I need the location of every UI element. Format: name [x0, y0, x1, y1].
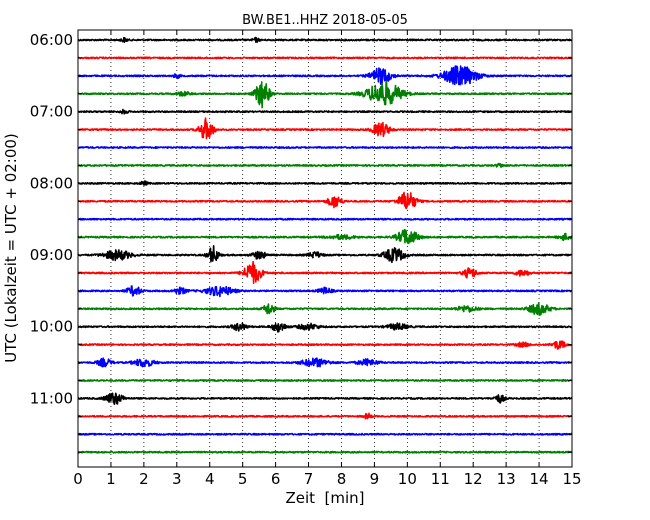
x-axis: 0 1 2 3 4 5 6 7 8 9 10 11 12 13 14 15 [73, 30, 582, 488]
y-tick-label: 07:00 [30, 103, 73, 121]
x-tick-label: 14 [530, 470, 549, 488]
trace-line [77, 108, 573, 115]
y-tick-label: 06:00 [30, 31, 73, 49]
trace-line [77, 302, 573, 317]
x-tick-label: 1 [106, 470, 116, 488]
trace-line [77, 80, 573, 109]
trace-line [77, 322, 573, 333]
x-tick-label: 15 [562, 470, 581, 488]
x-tick-label: 12 [464, 470, 483, 488]
y-tick-label: 09:00 [30, 246, 73, 264]
x-tick-label: 5 [238, 470, 248, 488]
x-tick-label: 8 [337, 470, 347, 488]
trace-line [77, 450, 573, 454]
x-tick-label: 11 [431, 470, 450, 488]
y-tick-label: 11:00 [30, 389, 73, 407]
gridlines [110, 30, 540, 467]
x-tick-label: 3 [172, 470, 182, 488]
x-tick-label: 4 [205, 470, 215, 488]
trace-line [77, 392, 573, 406]
trace-line [77, 36, 573, 44]
x-tick-label: 10 [398, 470, 417, 488]
trace-line [77, 162, 573, 168]
trace-line [77, 340, 573, 350]
chart-title: BW.BE1..HHZ 2018-05-05 [242, 13, 408, 28]
x-axis-label: Zeit [min] [285, 489, 364, 507]
y-axis-label: UTC (Lokalzeit = UTC + 02:00) [2, 133, 20, 363]
trace-line [77, 432, 573, 436]
trace-line [77, 191, 573, 210]
x-tick-label: 2 [139, 470, 149, 488]
trace-line [77, 56, 573, 60]
x-tick-label: 13 [497, 470, 516, 488]
trace-line [77, 65, 573, 86]
plot-frame [77, 29, 573, 468]
trace-line [77, 357, 573, 368]
trace-line [77, 378, 573, 382]
trace-line [77, 217, 573, 221]
trace-line [77, 260, 573, 284]
x-tick-label: 7 [304, 470, 314, 488]
trace-group [77, 36, 573, 454]
y-tick-label: 10:00 [30, 318, 73, 336]
trace-line [77, 245, 573, 264]
trace-line [77, 117, 573, 140]
y-tick-label: 08:00 [30, 174, 73, 192]
trace-line [77, 285, 573, 298]
y-axis: 06:00 07:00 08:00 09:00 10:00 11:00 [30, 31, 572, 453]
x-tick-label: 0 [73, 470, 83, 488]
x-tick-label: 9 [370, 470, 380, 488]
trace-line [77, 180, 573, 186]
trace-line [77, 229, 573, 245]
x-tick-label: 6 [271, 470, 281, 488]
trace-line [77, 412, 573, 420]
trace-line [77, 146, 573, 150]
